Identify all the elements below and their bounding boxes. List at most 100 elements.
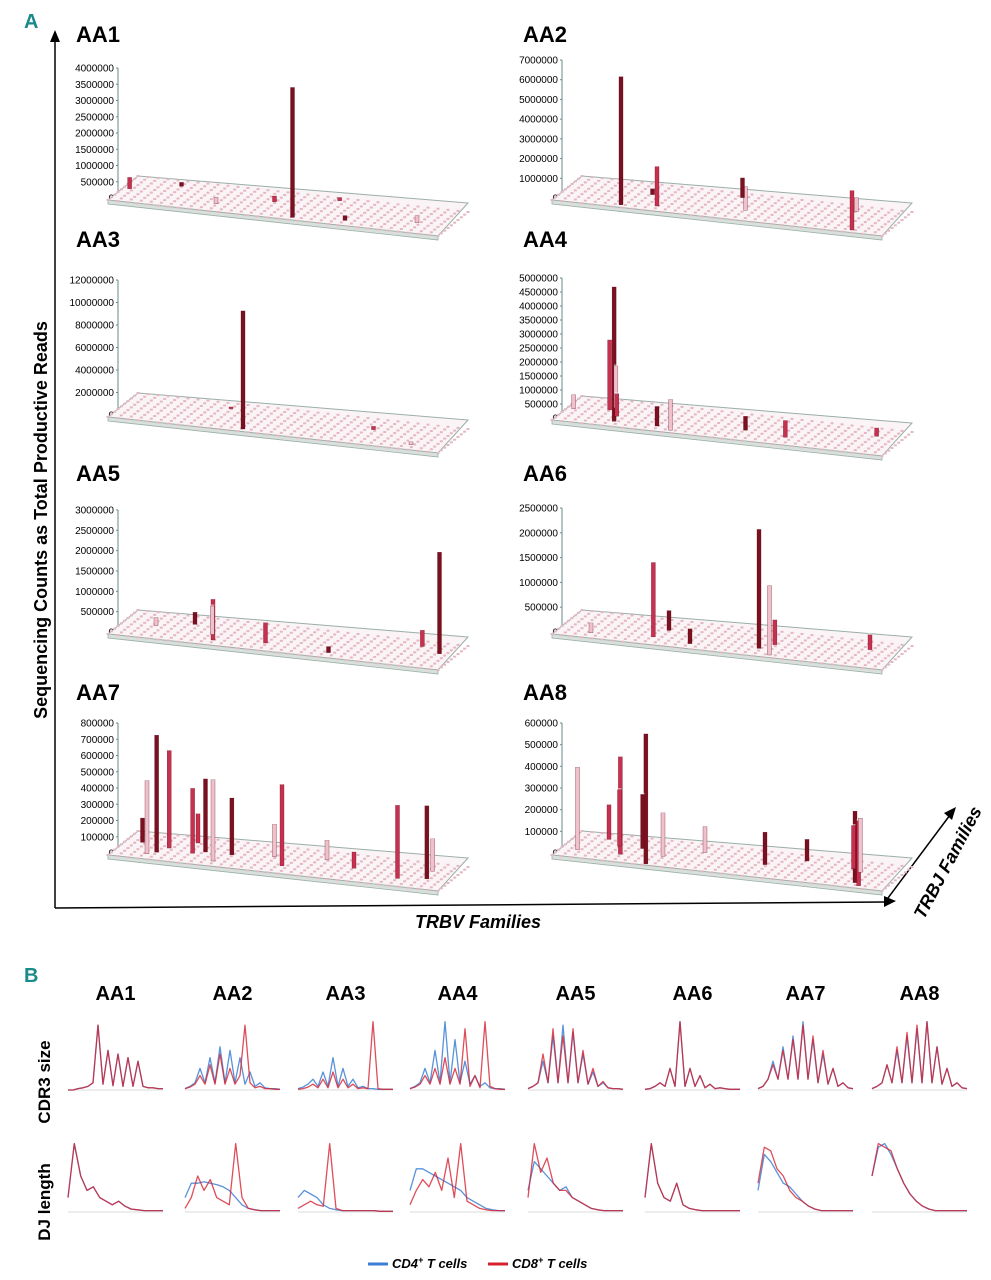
grid-cell	[807, 636, 811, 639]
grid-cell	[590, 185, 594, 188]
grid-cell	[597, 179, 601, 182]
bar-top	[145, 779, 149, 781]
grid-cell	[409, 210, 413, 213]
grid-cell	[416, 440, 420, 443]
sample-title-aa5: AA5	[555, 983, 595, 1005]
grid-cell	[803, 639, 807, 642]
grid-cell	[693, 422, 697, 425]
grid-cell	[376, 436, 380, 439]
grid-cell	[379, 216, 383, 219]
grid-cell	[850, 424, 854, 427]
grid-cell	[376, 662, 380, 665]
grid-cell	[700, 435, 704, 438]
grid-cell	[323, 424, 327, 427]
grid-cell	[399, 444, 403, 447]
grid-cell	[603, 635, 607, 638]
grid-cell	[683, 192, 687, 195]
grid-cell	[607, 190, 611, 193]
grid-cell	[226, 184, 230, 187]
grid-cell	[383, 440, 387, 443]
bar-top	[655, 404, 659, 407]
grid-cell	[303, 196, 307, 199]
grid-cell	[677, 426, 681, 429]
grid-cell	[877, 439, 881, 442]
grid-cell	[259, 420, 263, 423]
grid-cell	[907, 647, 911, 650]
grid-cell	[677, 852, 681, 855]
grid-cell	[590, 176, 594, 179]
grid-cell	[253, 854, 257, 857]
grid-cell	[777, 208, 781, 211]
grid-cell	[409, 446, 413, 449]
grid-cell	[590, 637, 594, 640]
grid-cell	[263, 855, 267, 858]
bar-chart-aa8: AA80100000200000300000400000500000600000	[523, 680, 914, 896]
grid-cell	[700, 622, 704, 625]
grid-cell	[176, 188, 180, 191]
grid-cell	[857, 660, 861, 663]
grid-cell	[236, 421, 240, 424]
grid-cell	[737, 213, 741, 216]
grid-cell	[129, 623, 133, 626]
grid-cell	[199, 423, 203, 426]
grid-cell	[379, 207, 383, 210]
grid-cell	[169, 627, 173, 630]
grid-cell	[753, 199, 757, 202]
grid-cell	[613, 857, 617, 860]
grid-cell	[797, 210, 801, 213]
grid-cell	[236, 402, 240, 405]
bar-top	[655, 165, 659, 167]
grid-cell	[813, 861, 817, 864]
grid-cell	[279, 639, 283, 642]
grid-cell	[333, 633, 337, 636]
grid-cell	[843, 864, 847, 867]
grid-cell	[126, 856, 130, 859]
grid-cell	[159, 400, 163, 403]
grid-cell	[633, 415, 637, 418]
grid-cell	[890, 217, 894, 220]
grid-cell	[760, 414, 764, 417]
grid-cell	[136, 830, 140, 832]
grid-cell	[710, 207, 714, 210]
grid-cell	[393, 879, 397, 882]
grid-cell	[166, 860, 170, 863]
grid-cell	[583, 854, 587, 857]
y-tick-label: 8000000	[75, 321, 114, 332]
x-axis-label: TRBV Families	[415, 912, 541, 932]
grid-cell	[453, 429, 457, 432]
grid-cell	[219, 190, 223, 193]
grid-cell	[777, 651, 781, 654]
grid-cell	[590, 610, 594, 613]
grid-cell	[843, 447, 847, 450]
grid-cell	[259, 637, 263, 640]
grid-cell	[887, 654, 891, 657]
grid-cell	[773, 202, 777, 205]
grid-cell	[623, 423, 627, 426]
grid-cell	[687, 623, 691, 626]
grid-cell	[807, 645, 811, 648]
bar	[762, 831, 768, 865]
grid-cell	[700, 417, 704, 420]
grid-cell	[273, 409, 277, 412]
grid-cell	[156, 638, 160, 641]
grid-cell	[356, 863, 360, 866]
grid-cell	[196, 624, 200, 627]
grid-cell	[176, 405, 180, 408]
grid-cell	[136, 202, 140, 205]
grid-cell	[840, 212, 844, 215]
grid-cell	[386, 229, 390, 232]
grid-cell	[443, 875, 447, 878]
y-tick-label: 6000000	[519, 75, 558, 86]
bar-chart-aa4: AA40500000100000015000002000000250000030…	[519, 227, 914, 461]
grid-cell	[873, 665, 877, 668]
grid-cell	[336, 630, 340, 633]
grid-cell	[730, 864, 734, 867]
bar	[351, 851, 357, 869]
grid-cell	[359, 657, 363, 660]
grid-cell	[456, 874, 460, 876]
grid-cell	[269, 412, 273, 415]
grid-cell	[173, 399, 177, 402]
bar-top	[854, 196, 859, 198]
grid-cell	[249, 410, 253, 413]
grid-cell	[219, 416, 223, 419]
